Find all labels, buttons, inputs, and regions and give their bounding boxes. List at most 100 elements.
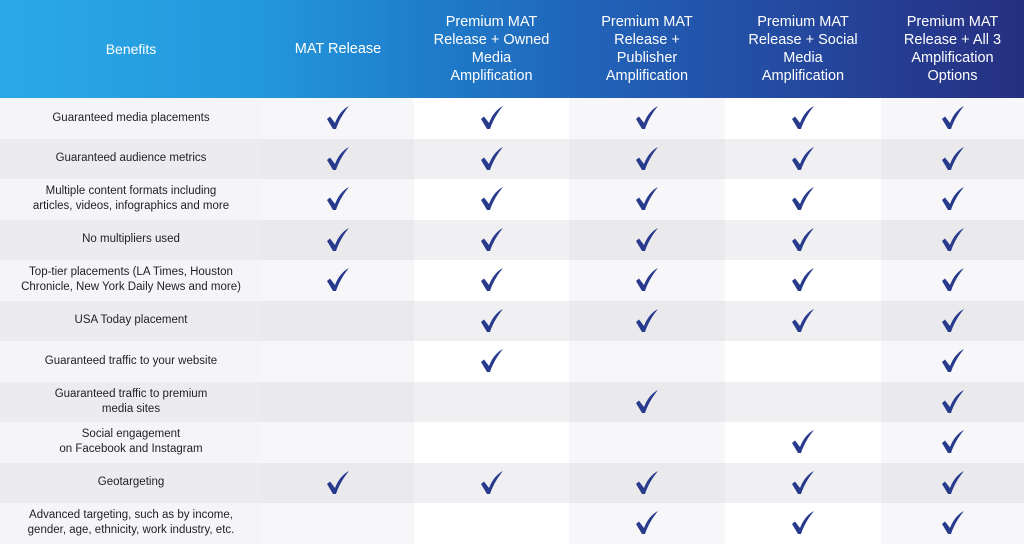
cell-publisher [569,219,725,260]
checkmark-icon [941,430,964,454]
checkmark-icon [480,106,503,130]
checkmark-icon [636,470,658,494]
checkmark-icon [636,308,658,332]
header-social-media: Premium MAT Release + Social Media Ampli… [725,0,881,98]
cell-mat-release [262,219,414,260]
checkmark-icon [792,511,814,535]
cell-owned-media [414,179,569,220]
checkmark-icon [941,511,964,535]
cell-owned-media [414,341,569,382]
header-all-3: Premium MAT Release + All 3 Amplificatio… [881,0,1024,98]
checkmark-icon [792,268,814,292]
checkmark-icon [480,268,503,292]
benefit-label: Guaranteed audience metrics [0,138,262,179]
checkmark-icon [941,470,964,494]
cell-social-media [725,260,881,301]
cell-owned-media [414,381,569,422]
cell-mat-release [262,503,414,544]
cell-social-media [725,341,881,382]
cell-mat-release [262,462,414,503]
cell-all-3 [881,219,1024,260]
checkmark-icon [636,268,658,292]
checkmark-icon [941,106,964,130]
checkmark-icon [327,470,349,494]
checkmark-icon [327,146,349,170]
cell-social-media [725,422,881,463]
cell-publisher [569,138,725,179]
benefit-label: Multiple content formats including artic… [0,179,262,220]
cell-publisher [569,300,725,341]
header-benefits: Benefits [0,0,262,98]
benefit-label: USA Today placement [0,300,262,341]
cell-all-3 [881,503,1024,544]
cell-all-3 [881,260,1024,301]
cell-owned-media [414,219,569,260]
cell-mat-release [262,300,414,341]
checkmark-icon [941,349,964,373]
checkmark-icon [327,227,349,251]
cell-social-media [725,98,881,139]
benefit-label: Guaranteed traffic to your website [0,341,262,382]
cell-publisher [569,260,725,301]
checkmark-icon [327,268,349,292]
cell-mat-release [262,260,414,301]
cell-social-media [725,138,881,179]
cell-social-media [725,462,881,503]
cell-mat-release [262,179,414,220]
checkmark-icon [792,187,814,211]
checkmark-icon [941,187,964,211]
benefit-label: Guaranteed traffic to premium media site… [0,381,262,422]
benefit-label: Top-tier placements (LA Times, Houston C… [0,260,262,301]
checkmark-icon [327,187,349,211]
cell-owned-media [414,300,569,341]
checkmark-icon [792,430,814,454]
benefit-label: Advanced targeting, such as by income, g… [0,503,262,544]
cell-mat-release [262,98,414,139]
cell-publisher [569,503,725,544]
cell-owned-media [414,138,569,179]
checkmark-icon [480,146,503,170]
cell-all-3 [881,341,1024,382]
cell-publisher [569,462,725,503]
cell-social-media [725,503,881,544]
cell-publisher [569,381,725,422]
checkmark-icon [792,106,814,130]
cell-social-media [725,300,881,341]
cell-publisher [569,341,725,382]
checkmark-icon [636,227,658,251]
header-owned-media: Premium MAT Release + Owned Media Amplif… [414,0,569,98]
cell-all-3 [881,462,1024,503]
checkmark-icon [792,227,814,251]
cell-owned-media [414,462,569,503]
benefit-label: Social engagement on Facebook and Instag… [0,422,262,463]
header-mat-release: MAT Release [262,0,414,98]
checkmark-icon [480,470,503,494]
checkmark-icon [941,389,964,413]
cell-owned-media [414,260,569,301]
checkmark-icon [480,308,503,332]
cell-all-3 [881,300,1024,341]
checkmark-icon [941,227,964,251]
checkmark-icon [327,106,349,130]
cell-publisher [569,98,725,139]
checkmark-icon [941,268,964,292]
checkmark-icon [792,146,814,170]
benefit-label: Guaranteed media placements [0,98,262,139]
cell-mat-release [262,422,414,463]
cell-owned-media [414,98,569,139]
checkmark-icon [636,389,658,413]
cell-all-3 [881,138,1024,179]
header-publisher: Premium MAT Release + Publisher Amplific… [569,0,725,98]
checkmark-icon [480,349,503,373]
checkmark-icon [941,308,964,332]
cell-publisher [569,179,725,220]
checkmark-icon [636,187,658,211]
cell-publisher [569,422,725,463]
cell-owned-media [414,422,569,463]
checkmark-icon [636,511,658,535]
checkmark-icon [636,106,658,130]
checkmark-icon [480,187,503,211]
cell-social-media [725,381,881,422]
benefit-label: Geotargeting [0,462,262,503]
